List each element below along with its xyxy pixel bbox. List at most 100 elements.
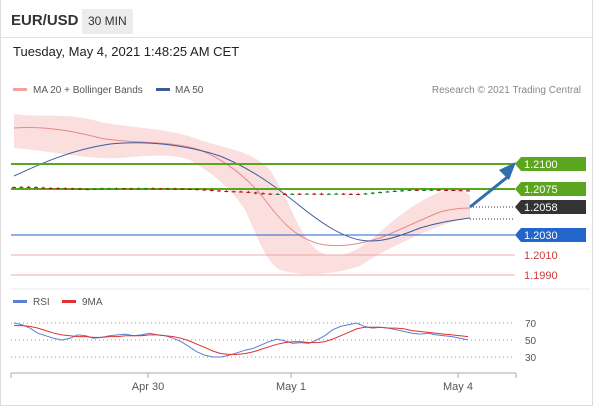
credit-label: Research © 2021 Trading Central — [432, 85, 581, 96]
candle-body — [151, 188, 156, 190]
candle-body — [312, 193, 317, 195]
candle-body — [356, 194, 361, 196]
candle-body — [392, 191, 397, 192]
candle-body — [341, 193, 346, 195]
ma50-legend-swatch — [156, 88, 170, 91]
price-label-text: 1.2030 — [524, 230, 558, 242]
candle-body — [143, 188, 148, 190]
price-label-1.2030: 1.2030 — [515, 228, 586, 242]
candle-body — [70, 188, 75, 190]
candle-body — [209, 190, 214, 191]
candle-body — [282, 193, 287, 195]
price-label-1.1990: 1.1990 — [524, 270, 558, 282]
candle-body — [33, 187, 38, 189]
rsi-ma-legend-label: 9MA — [82, 297, 103, 308]
candle-body — [444, 189, 449, 191]
candle-body — [180, 188, 185, 190]
price-label-1.2100: 1.2100 — [515, 157, 586, 171]
candle-body — [400, 190, 405, 192]
candle-body — [348, 193, 353, 195]
candle-body — [48, 187, 53, 189]
rsi-legend-label: RSI — [33, 297, 50, 308]
candle-body — [246, 191, 251, 193]
candle-body — [99, 188, 104, 190]
candle-body — [129, 188, 134, 190]
x-tick-may1: May 1 — [276, 381, 306, 393]
candle-body — [217, 190, 222, 192]
rsi-legend-swatch — [13, 300, 27, 303]
candle-body — [41, 187, 46, 189]
candle-body — [165, 188, 170, 190]
candle-body — [378, 192, 383, 193]
projection-arrow — [469, 173, 511, 209]
ma20-legend-label: MA 20 + Bollinger Bands — [33, 85, 143, 96]
candle-body — [429, 189, 434, 191]
ma50-legend-label: MA 50 — [175, 85, 204, 96]
ma50-line — [13, 142, 471, 242]
price-label-text: 1.2075 — [524, 184, 558, 196]
candle-body — [414, 189, 419, 191]
candle-body — [297, 193, 302, 195]
candle-body — [260, 193, 265, 195]
candle-body — [202, 189, 207, 191]
x-tick-apr30: Apr 30 — [132, 381, 164, 393]
price-label-text: 1.2058 — [524, 202, 558, 214]
candle-body — [253, 192, 258, 194]
candle-body — [290, 193, 295, 195]
candle-body — [158, 188, 163, 190]
candle-body — [466, 190, 470, 192]
candle-body — [304, 193, 309, 195]
candle-body — [136, 188, 141, 190]
timestamp: Tuesday, May 4, 2021 1:48:25 AM CET — [13, 44, 240, 59]
candle-body — [385, 191, 390, 193]
candle-body — [407, 189, 412, 191]
rsi-ma-line — [14, 325, 469, 355]
price-label-1.2075: 1.2075 — [515, 182, 586, 196]
price-label-1.2058: 1.2058 — [515, 200, 586, 214]
candle-body — [85, 189, 90, 191]
rsi-tick-30: 30 — [525, 353, 537, 364]
candle-body — [107, 188, 112, 190]
candle-body — [121, 188, 126, 190]
rsi-ma-legend-swatch — [62, 300, 76, 303]
x-tick-may4: May 4 — [443, 381, 473, 393]
candle-body — [12, 187, 16, 189]
candle-body — [63, 188, 68, 190]
candle-body — [326, 193, 331, 195]
candle-body — [334, 193, 339, 195]
candle-body — [319, 193, 324, 195]
candle-body — [114, 188, 119, 190]
candle-body — [231, 191, 236, 193]
candle-body — [268, 193, 273, 195]
ma20-legend-swatch — [13, 88, 27, 91]
candle-body — [19, 186, 24, 188]
candle-body — [77, 188, 82, 190]
candle-body — [224, 191, 229, 192]
arrow-head — [499, 162, 516, 180]
candle-body — [436, 189, 441, 191]
rsi-tick-70: 70 — [525, 319, 537, 330]
candle-body — [275, 193, 280, 195]
candle-body — [363, 193, 368, 195]
candle-body — [195, 189, 200, 191]
candle-body — [55, 188, 60, 190]
candle-body — [458, 190, 463, 192]
ma20-line — [13, 127, 471, 247]
candle-body — [92, 188, 97, 190]
candle-body — [451, 190, 456, 191]
candle-body — [422, 189, 427, 191]
candlestick-series — [12, 185, 470, 196]
candle-body — [173, 188, 178, 190]
price-label-text: 1.2100 — [524, 159, 558, 171]
candle-body — [26, 186, 31, 188]
candle-body — [239, 191, 243, 193]
rsi-tick-50: 50 — [525, 336, 537, 347]
bollinger-band — [14, 114, 470, 275]
price-label-1.2010: 1.2010 — [524, 250, 558, 262]
candle-body — [187, 189, 192, 190]
candle-body — [370, 192, 375, 194]
chart-header: EUR/USD 30 MIN — [0, 0, 593, 38]
symbol-title: EUR/USD — [11, 12, 79, 29]
timeframe-badge[interactable]: 30 MIN — [82, 9, 133, 34]
